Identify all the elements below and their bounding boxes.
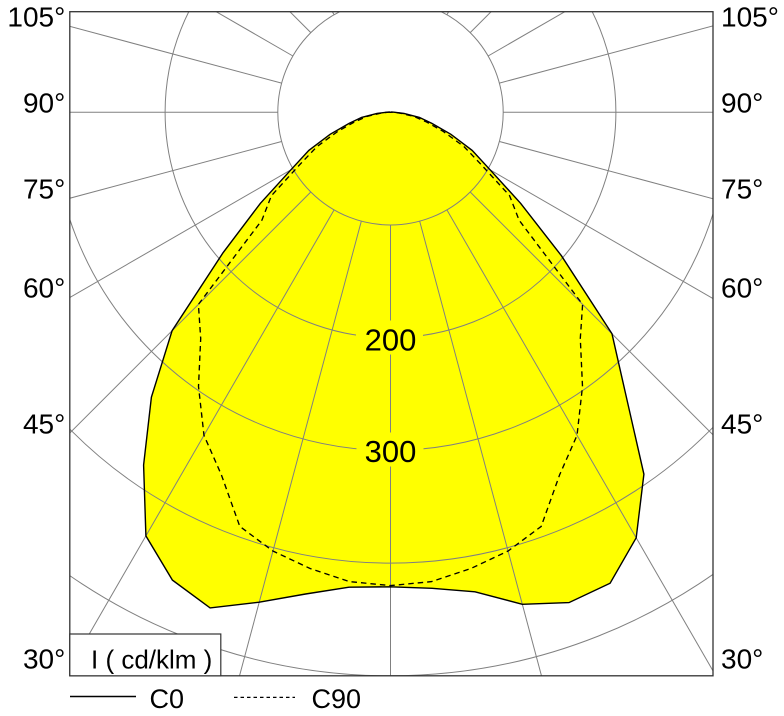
svg-text:C90: C90 [312,684,362,714]
svg-text:45°: 45° [721,408,763,439]
svg-text:300: 300 [365,434,417,469]
svg-text:105°: 105° [7,1,65,32]
svg-text:105°: 105° [721,1,779,32]
svg-text:30°: 30° [23,643,65,674]
svg-text:60°: 60° [721,273,763,304]
svg-text:200: 200 [365,322,417,357]
svg-text:75°: 75° [23,173,65,204]
svg-text:90°: 90° [721,87,763,118]
svg-text:I ( cd/klm ): I ( cd/klm ) [91,645,212,675]
svg-text:60°: 60° [23,273,65,304]
svg-text:45°: 45° [23,408,65,439]
svg-text:30°: 30° [721,643,763,674]
svg-text:C0: C0 [150,684,185,714]
svg-text:90°: 90° [23,87,65,118]
svg-text:75°: 75° [721,173,763,204]
